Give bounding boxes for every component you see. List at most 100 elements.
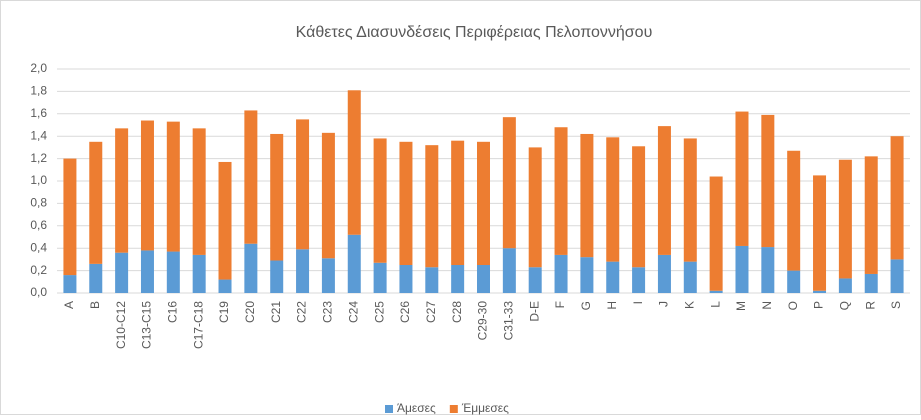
bar-segment (63, 275, 77, 293)
bar-segment (838, 159, 852, 279)
bar-segment (632, 267, 646, 293)
x-tick-label: J (657, 301, 671, 307)
bar-segment (296, 119, 310, 250)
bar-segment (657, 254, 671, 293)
bar-segment (606, 137, 620, 262)
bar-segment (296, 249, 310, 293)
x-tick-label: M (734, 301, 748, 311)
x-tick-label: N (760, 301, 774, 310)
bar-segment (399, 141, 413, 265)
bar-segment (425, 267, 439, 293)
bar-segment (580, 133, 594, 258)
x-tick-label: D-E (527, 301, 541, 322)
y-tick-label: 1,6 (30, 106, 47, 120)
bar-segment (140, 120, 154, 251)
y-tick-label: 0,4 (30, 240, 47, 254)
bar-segment (399, 265, 413, 293)
x-tick-label: B (88, 301, 102, 309)
bar-segment (657, 126, 671, 255)
bar-segment (321, 258, 335, 293)
x-tick-label: C10-C12 (114, 301, 128, 349)
y-tick-label: 0,2 (30, 263, 47, 277)
bar-segment (735, 245, 749, 293)
bar-segment (838, 278, 852, 293)
bar-segment (502, 248, 516, 293)
bar-segment (192, 254, 206, 293)
bar-segment (632, 146, 646, 268)
x-tick-label: C20 (243, 301, 257, 323)
y-tick-label: 1,0 (30, 173, 47, 187)
x-tick-label: G (579, 301, 593, 310)
legend-label: Έμμεσες (461, 401, 509, 415)
x-tick-label: Q (838, 301, 852, 310)
bar-segment (787, 150, 801, 271)
bar-segment (554, 127, 568, 255)
bar-segment (270, 133, 284, 261)
y-tick-label: 1,2 (30, 151, 47, 165)
bar-segment (709, 290, 723, 293)
bar-segment (166, 121, 180, 252)
y-tick-label: 0,0 (30, 285, 47, 299)
x-tick-label: C22 (295, 301, 309, 323)
bar-segment (115, 252, 129, 293)
x-tick-label: F (553, 301, 567, 308)
bar-segment (890, 259, 904, 293)
bar-segment (115, 128, 129, 253)
x-tick-label: O (786, 301, 800, 310)
bar-segment (477, 265, 490, 293)
x-tick-label: K (682, 301, 696, 309)
y-tick-label: 2,0 (30, 61, 47, 75)
x-tick-label: I (631, 301, 645, 304)
bar-segment (347, 234, 361, 293)
bar-segment (787, 270, 801, 293)
bar-segment (709, 176, 723, 291)
bar-segment (580, 257, 594, 293)
x-tick-label: C16 (165, 301, 179, 323)
y-tick-label: 1,4 (30, 128, 47, 142)
x-tick-label: C25 (372, 301, 386, 323)
bar-segment (528, 147, 542, 268)
x-tick-label: C19 (217, 301, 231, 323)
x-tick-label: C31-33 (502, 301, 516, 341)
bar-segment (425, 145, 439, 268)
bar-segment (813, 175, 827, 291)
bar-segment (864, 273, 878, 293)
bar-segment (761, 247, 775, 293)
bar-segment (321, 132, 335, 259)
bar-segment (761, 114, 775, 248)
y-tick-label: 0,6 (30, 218, 47, 232)
x-tick-label: A (62, 301, 76, 309)
bar-segment (244, 243, 258, 293)
x-tick-label: C23 (321, 301, 335, 323)
bar-segment (528, 267, 542, 293)
bar-segment (683, 138, 697, 262)
bar-segment (192, 128, 206, 255)
x-tick-label: S (889, 301, 903, 309)
bar-segment (451, 140, 465, 265)
bar-segment (890, 136, 904, 260)
bar-segment (451, 265, 465, 293)
bar-segment (63, 158, 77, 276)
bar-segment (864, 156, 878, 274)
x-tick-label: C28 (450, 301, 464, 323)
bar-segment (140, 250, 154, 293)
bar-segment (502, 117, 516, 249)
x-tick-label: C27 (424, 301, 438, 323)
bar-segment (813, 290, 827, 293)
x-tick-label: C26 (398, 301, 412, 323)
bar-segment (373, 262, 387, 293)
bar-segment (735, 111, 749, 246)
bar-segment (89, 263, 103, 293)
bar-segment (218, 161, 232, 280)
x-tick-label: C13-C15 (140, 301, 154, 349)
bar-segment (270, 260, 284, 293)
y-tick-label: 1,8 (30, 84, 47, 98)
legend-label: Άμεσες (397, 401, 436, 415)
chart-title: Κάθετες Διασυνδέσεις Περιφέρειας Πελοπον… (296, 24, 653, 41)
x-tick-label: C17-C18 (191, 301, 205, 349)
x-tick-label: C29-30 (476, 301, 490, 341)
x-tick-label: P (812, 301, 826, 309)
x-tick-label: C21 (269, 301, 283, 323)
x-tick-label: H (605, 301, 619, 310)
bar-segment (166, 251, 180, 293)
